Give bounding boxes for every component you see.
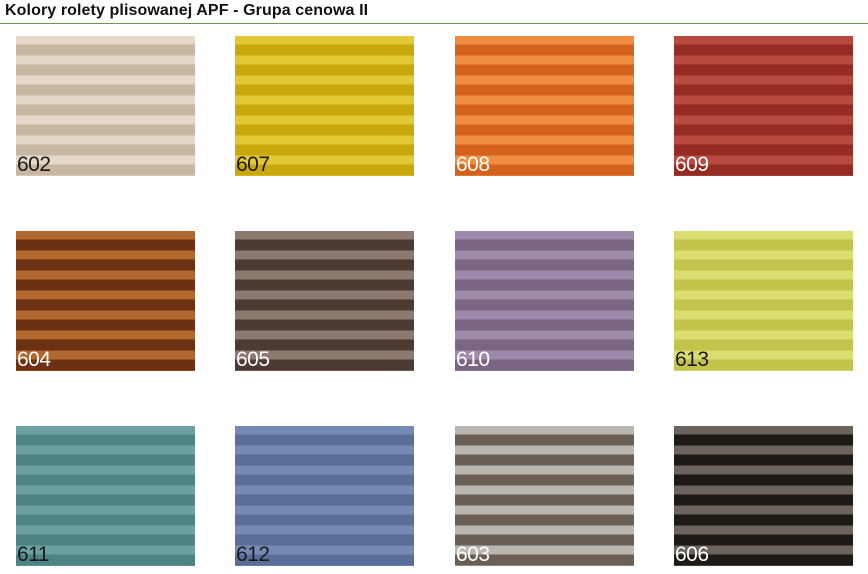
color-swatch-604: 604 xyxy=(16,231,195,371)
swatch-code-label: 604 xyxy=(17,348,51,371)
title-divider xyxy=(0,23,868,24)
color-swatch-611: 611 xyxy=(16,426,195,566)
color-swatch-608: 608 xyxy=(455,36,634,176)
swatch-code-label: 613 xyxy=(675,348,709,371)
color-swatch-613: 613 xyxy=(674,231,853,371)
swatch-code-label: 612 xyxy=(236,543,270,566)
color-swatch-602: 602 xyxy=(16,36,195,176)
color-swatch-603: 603 xyxy=(455,426,634,566)
color-swatch-610: 610 xyxy=(455,231,634,371)
swatch-code-label: 610 xyxy=(456,348,490,371)
swatch-code-label: 605 xyxy=(236,348,270,371)
swatch-code-label: 603 xyxy=(456,543,490,566)
color-swatch-606: 606 xyxy=(674,426,853,566)
swatch-code-label: 609 xyxy=(675,153,709,176)
swatch-code-label: 607 xyxy=(236,153,270,176)
swatch-code-label: 608 xyxy=(456,153,490,176)
swatch-code-label: 611 xyxy=(17,543,49,566)
page-title: Kolory rolety plisowanej APF - Grupa cen… xyxy=(5,2,369,19)
color-swatch-605: 605 xyxy=(235,231,414,371)
color-swatch-612: 612 xyxy=(235,426,414,566)
color-swatch-609: 609 xyxy=(674,36,853,176)
color-swatch-607: 607 xyxy=(235,36,414,176)
swatch-code-label: 606 xyxy=(675,543,709,566)
swatch-code-label: 602 xyxy=(17,153,51,176)
